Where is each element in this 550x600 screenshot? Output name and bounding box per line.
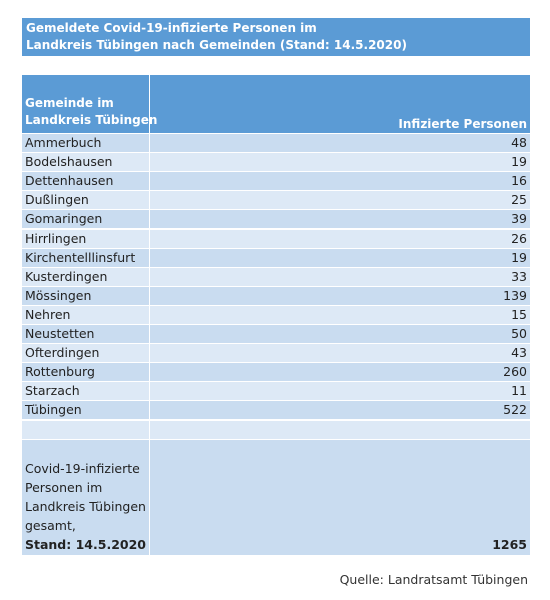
- table-row: Hirrlingen 26: [22, 229, 530, 248]
- table-row: Ofterdingen 43: [22, 344, 530, 363]
- infected-count: 15: [511, 306, 527, 322]
- table-row: Ammerbuch 48: [22, 134, 530, 152]
- column-separator: [149, 440, 150, 555]
- municipality: Nehren: [25, 306, 71, 322]
- table-row: Tübingen 522: [22, 401, 530, 420]
- column-header-line: Landkreis Tübingen: [25, 113, 158, 127]
- title-line: Landkreis Tübingen nach Gemeinden (Stand…: [26, 38, 407, 52]
- column-separator: [149, 401, 150, 420]
- infected-count: 25: [511, 192, 527, 208]
- table-row: Dettenhausen 16: [22, 172, 530, 191]
- municipality: Dußlingen: [25, 192, 89, 208]
- column-separator: [149, 191, 150, 210]
- table-row: Neustetten 50: [22, 325, 530, 343]
- column-separator: [149, 75, 150, 133]
- table-header: Gemeinde im Landkreis Tübingen Infiziert…: [22, 75, 530, 133]
- column-separator: [149, 229, 150, 248]
- column-header-line: Gemeinde im: [25, 96, 114, 110]
- column-separator: [149, 210, 150, 229]
- infected-count: 11: [511, 383, 527, 399]
- source: Quelle: Landratsamt Tübingen: [339, 572, 528, 587]
- total-label-line: Covid-19-infizierte: [25, 461, 140, 476]
- municipality: Neustetten: [25, 326, 95, 341]
- total-label: Covid-19-infizierte Personen im Landkrei…: [25, 459, 146, 554]
- infected-count: 19: [511, 249, 527, 265]
- infected-count: 39: [511, 211, 527, 227]
- table-row: Rottenburg 260: [22, 363, 530, 382]
- table-row: Gomaringen 39: [22, 210, 530, 229]
- column-separator: [149, 344, 150, 363]
- total-row: Covid-19-infizierte Personen im Landkrei…: [22, 440, 530, 555]
- table-row: Starzach 11: [22, 382, 530, 401]
- municipality: Tübingen: [25, 402, 82, 418]
- municipality: Kirchentelllinsfurt: [25, 249, 136, 265]
- total-label-line: gesamt,: [25, 518, 76, 533]
- column-header: Infizierte Personen: [398, 117, 527, 131]
- municipality: Mössingen: [25, 287, 92, 303]
- infected-count: 33: [511, 268, 527, 284]
- title-box: Gemeldete Covid-19-infizierte Personen i…: [22, 18, 530, 56]
- infected-count: 50: [511, 326, 527, 341]
- municipality: Dettenhausen: [25, 173, 114, 189]
- column-separator: [149, 134, 150, 152]
- column-separator: [149, 363, 150, 382]
- table-row: Nehren 15: [22, 305, 530, 324]
- municipality: Gomaringen: [25, 211, 103, 227]
- table-row: Dußlingen 25: [22, 191, 530, 210]
- column-separator: [149, 421, 150, 439]
- infected-count: 19: [511, 154, 527, 170]
- infected-count: 260: [503, 364, 527, 380]
- column-separator: [149, 325, 150, 343]
- total-label-line: Landkreis Tübingen: [25, 499, 146, 514]
- municipality: Bodelshausen: [25, 154, 113, 170]
- municipality: Starzach: [25, 383, 80, 399]
- column-separator: [149, 172, 150, 191]
- municipality: Ammerbuch: [25, 135, 102, 150]
- municipality: Ofterdingen: [25, 345, 100, 361]
- title-line: Gemeldete Covid-19-infizierte Personen i…: [26, 21, 317, 35]
- infected-count: 522: [503, 402, 527, 418]
- table-row: Kirchentelllinsfurt 19: [22, 248, 530, 267]
- municipality: Kusterdingen: [25, 268, 108, 284]
- table-row: Mössingen 139: [22, 286, 530, 305]
- total-stand: Stand: 14.5.2020: [25, 537, 146, 552]
- column-separator: [149, 248, 150, 267]
- empty-row: [22, 421, 530, 439]
- table-row: Kusterdingen 33: [22, 267, 530, 286]
- municipality: Hirrlingen: [25, 230, 87, 246]
- column-separator: [149, 382, 150, 401]
- municipality: Rottenburg: [25, 364, 95, 380]
- column-separator: [149, 267, 150, 286]
- column-header: Gemeinde im Landkreis Tübingen: [25, 95, 157, 129]
- table-row: Bodelshausen 19: [22, 153, 530, 172]
- infected-count: 16: [511, 173, 527, 189]
- infected-count: 48: [511, 135, 527, 150]
- infected-count: 43: [511, 345, 527, 361]
- column-separator: [149, 286, 150, 305]
- total-label-line: Personen im: [25, 480, 103, 495]
- column-separator: [149, 305, 150, 324]
- total-value: 1265: [492, 537, 527, 552]
- infected-count: 26: [511, 230, 527, 246]
- infected-count: 139: [503, 287, 527, 303]
- column-separator: [149, 153, 150, 172]
